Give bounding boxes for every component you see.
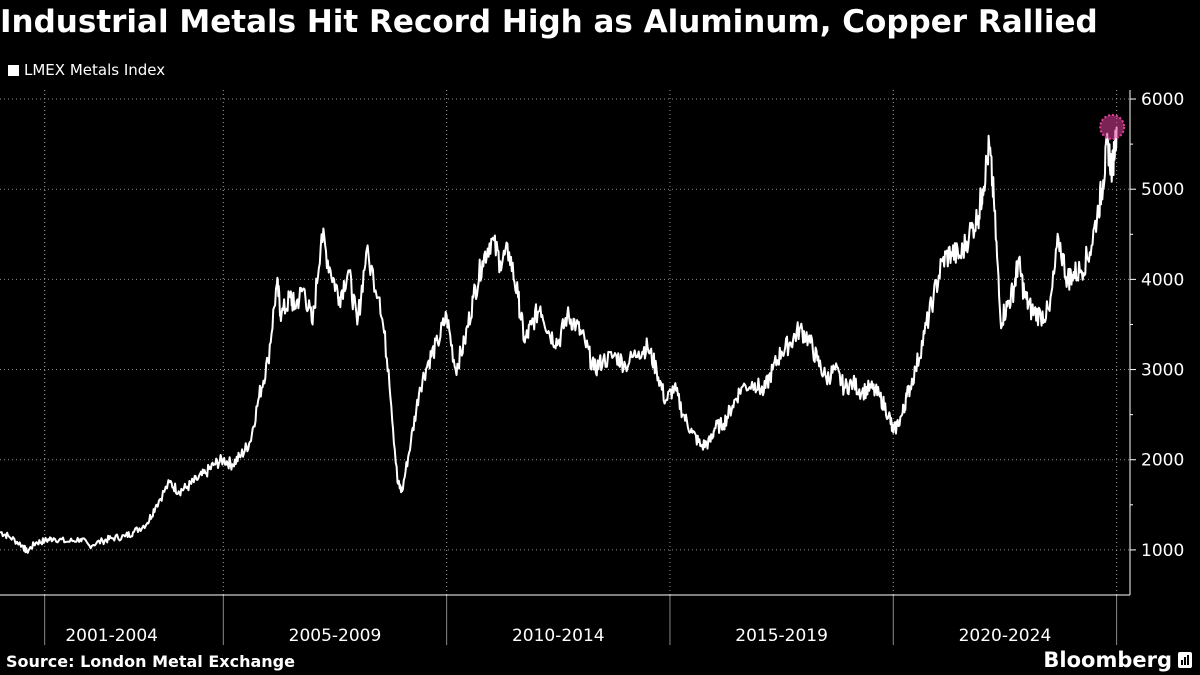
legend-label: LMEX Metals Index [24,61,166,79]
y-tick-label: 2000 [1141,451,1184,471]
y-tick-label: 5000 [1141,180,1184,200]
legend-swatch [8,64,19,76]
axes [0,90,1136,596]
highlight [1099,113,1126,140]
y-tick-label: 4000 [1141,270,1184,290]
series-line-lmex [0,126,1118,554]
source-note: Source: London Metal Exchange [6,652,295,671]
y-tick-label: 3000 [1141,361,1184,381]
chart-title: Industrial Metals Hit Record High as Alu… [0,4,1098,40]
y-tick-label: 6000 [1141,90,1184,110]
bloomberg-chart-icon [1178,652,1192,668]
y-tick-label: 1000 [1141,541,1184,561]
series [0,126,1118,554]
brand-logo: Bloomberg [1043,648,1192,672]
y-tick-labels: 1000 2000 3000 4000 5000 6000 [1141,90,1184,561]
category-separators [44,90,1118,645]
x-category-label: 2010-2014 [512,626,605,646]
legend: LMEX Metals Index [8,61,165,79]
brand-name: Bloomberg [1043,648,1172,672]
x-category-label: 2015-2019 [735,626,828,646]
record-high-marker [1099,113,1126,140]
grid [0,90,1130,595]
x-category-label: 2005-2009 [289,626,382,646]
x-category-label: 2001-2004 [65,626,158,646]
x-category-label: 2020-2024 [959,626,1052,646]
x-category-labels: 2001-2004 2005-2009 2010-2014 2015-2019 2020… [65,626,1051,646]
